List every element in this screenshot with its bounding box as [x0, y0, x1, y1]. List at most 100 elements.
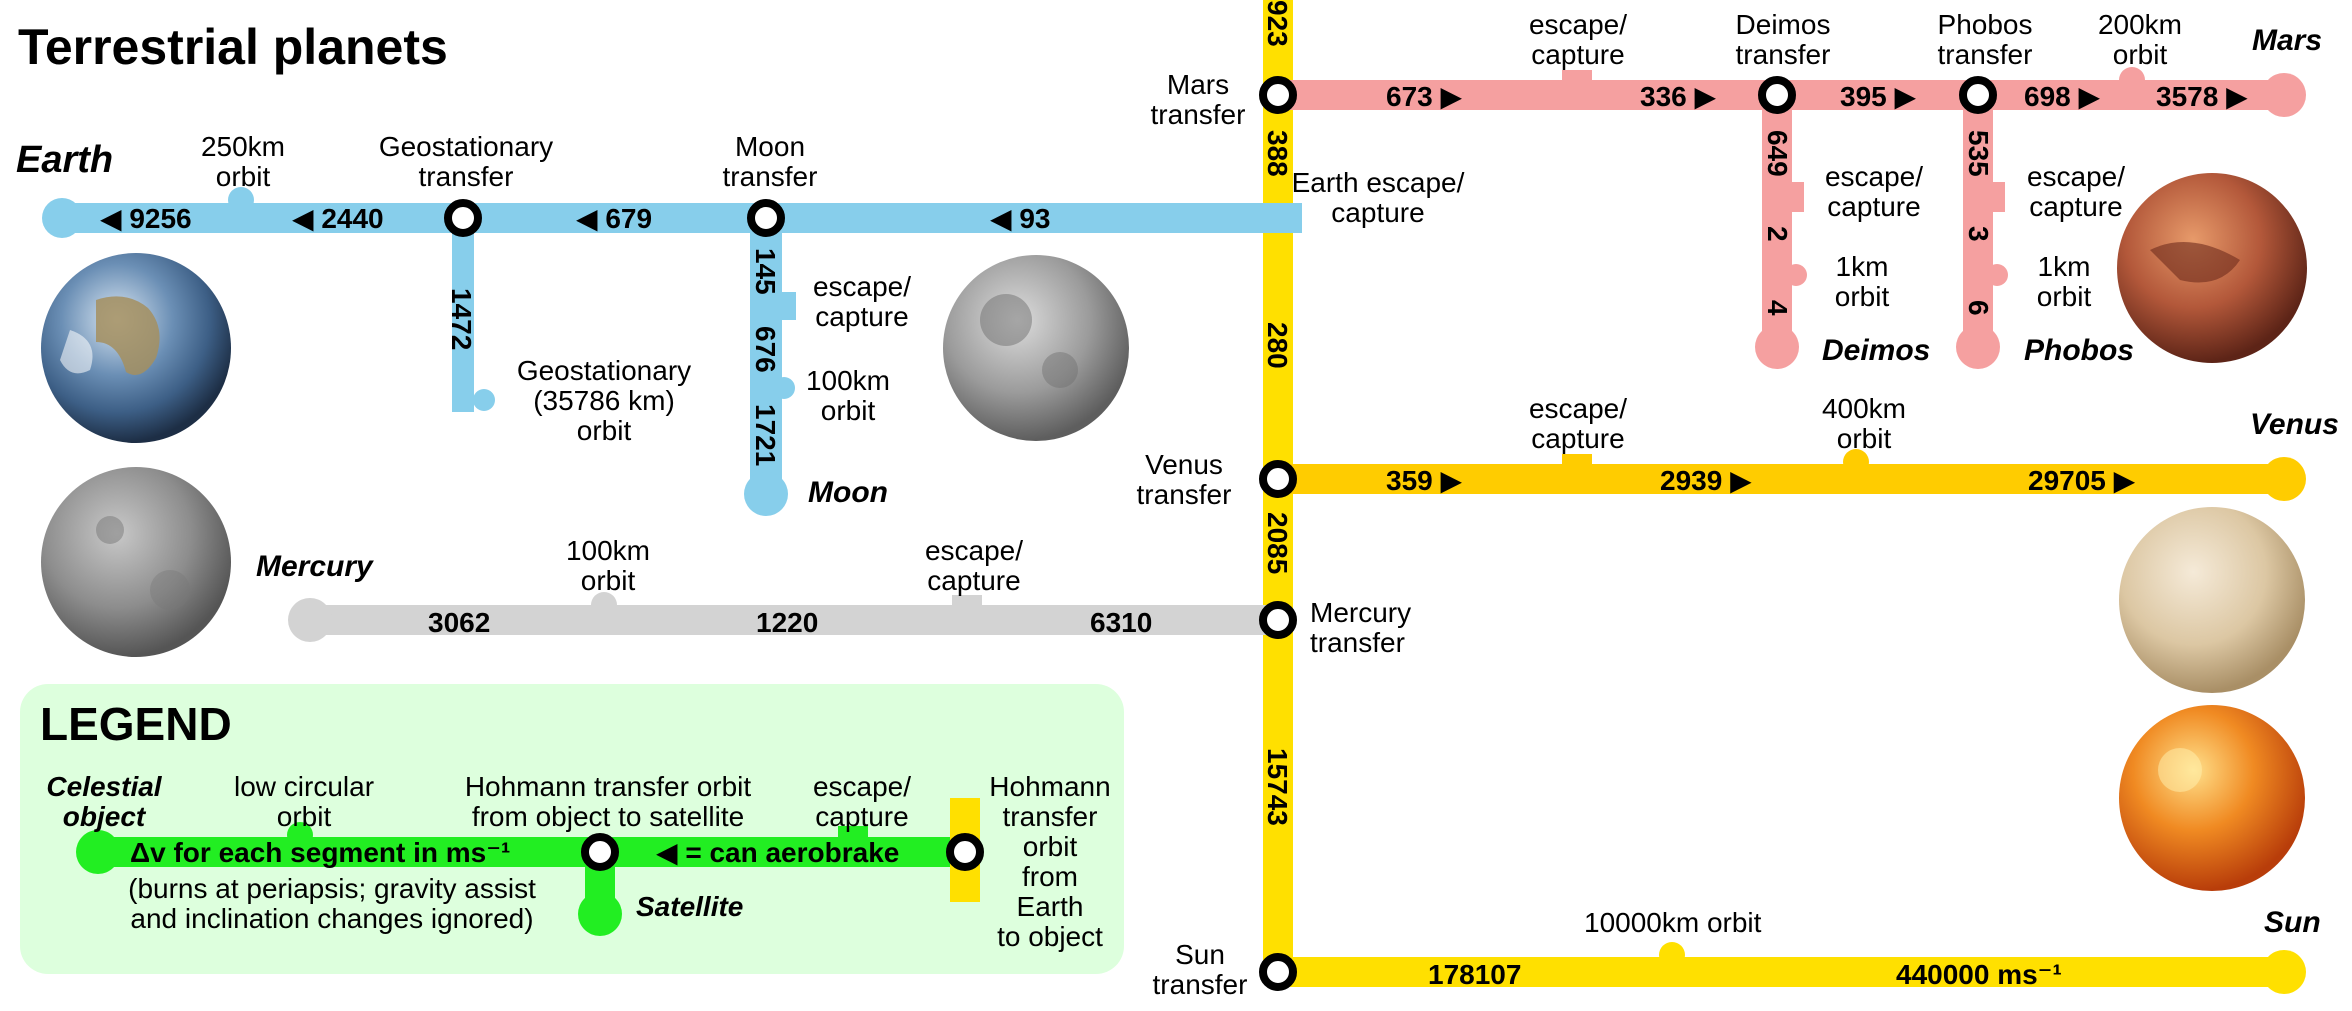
venus-escape-tick — [1562, 454, 1592, 468]
sun-10000-orbit-label: 10000km orbit — [1584, 907, 1762, 938]
mercury-delta-1220: 1220 — [756, 607, 818, 638]
mercury-endpoint — [288, 598, 332, 642]
mars-transfer-label: Mars transfer — [1151, 69, 1246, 130]
deimos-orbit-bump — [1785, 264, 1807, 286]
phobos-orbit-bump — [1986, 264, 2008, 286]
earth-escape-label: Earth escape/capture — [1292, 167, 1465, 228]
sun-10000-orbit-bump — [1659, 942, 1685, 968]
venus-400-orbit-label: 400km orbit — [1822, 393, 1906, 454]
moon-transfer-node — [751, 203, 781, 233]
geo-transfer-node — [448, 203, 478, 233]
mars-image — [2117, 173, 2307, 363]
deimos-delta-4: 4 — [1762, 300, 1793, 316]
legend-satellite-transfer-node — [585, 837, 615, 867]
mercury-100-orbit-label: 100km orbit — [566, 535, 650, 596]
sun-name: Sun — [2264, 906, 2321, 939]
sun-delta-440000: 440000 ms⁻¹ — [1896, 959, 2062, 990]
mercury-image — [41, 467, 231, 657]
mars-endpoint — [2262, 73, 2306, 117]
legend-dv-label: Δv for each segment in ms⁻¹ — [130, 837, 510, 868]
phobos-transfer-node — [1963, 80, 1993, 110]
deimos-name: Deimos — [1822, 334, 1930, 367]
deimos-endpoint — [1755, 325, 1799, 369]
moon-transfer-label: Moon transfer — [723, 131, 818, 192]
deimos-escape-label: escape/capture — [1825, 161, 1923, 222]
legend-satellite-label: Satellite — [636, 891, 743, 922]
phobos-delta-6: 6 — [1963, 300, 1994, 316]
geo-transfer-label: Geostationary transfer — [379, 131, 553, 192]
moon-image — [943, 255, 1129, 441]
geo-orbit-bump — [473, 389, 495, 411]
mars-delta-698: 698 ▶ — [2024, 81, 2100, 112]
phobos-endpoint — [1956, 325, 2000, 369]
venus-transfer-node — [1263, 464, 1293, 494]
venus-delta-29705: 29705 ▶ — [2028, 465, 2136, 496]
legend-escape-label: escape/capture — [813, 771, 911, 832]
mars-200-orbit-label: 200km orbit — [2098, 9, 2182, 70]
moon-orbit-bump — [773, 377, 795, 399]
sun-delta-2085: 2085 — [1262, 512, 1293, 574]
mercury-escape-label: escape/capture — [925, 535, 1023, 596]
sun-endpoint — [2262, 950, 2306, 994]
phobos-escape-label: escape/capture — [2027, 161, 2125, 222]
legend-title: LEGEND — [40, 698, 232, 750]
legend-aerobrake-label: ◀ = can aerobrake — [656, 837, 899, 868]
mercury-delta-6310: 6310 — [1090, 607, 1152, 638]
mercury-transfer-label: Mercury transfer — [1310, 597, 1411, 658]
moon-endpoint — [744, 472, 788, 516]
deimos-delta-2: 2 — [1762, 226, 1793, 242]
venus-endpoint — [2262, 457, 2306, 501]
sun-delta-15743: 15743 — [1262, 748, 1293, 826]
venus-escape-label: escape/capture — [1529, 393, 1627, 454]
earth-name: Earth — [16, 139, 113, 181]
moon-orbit-label: 100km orbit — [806, 365, 890, 426]
mercury-name: Mercury — [256, 550, 374, 583]
earth-delta-93: ◀ 93 — [990, 203, 1050, 234]
mars-escape-label: escape/capture — [1529, 9, 1627, 70]
venus-name: Venus — [2250, 408, 2339, 441]
earth-endpoint — [42, 198, 82, 238]
geo-delta-1472: 1472 — [446, 288, 477, 350]
mars-delta-336: 336 ▶ — [1640, 81, 1716, 112]
mars-200-orbit-bump — [2119, 67, 2145, 93]
sun-transfer-node — [1263, 957, 1293, 987]
earth-250-orbit-label: 250km orbit — [201, 131, 285, 192]
venus-image — [2119, 507, 2305, 693]
earth-delta-9256: ◀ 9256 — [100, 203, 192, 234]
mercury-transfer-node — [1263, 605, 1293, 635]
phobos-delta-535: 535 — [1963, 130, 1994, 177]
mars-transfer-node — [1263, 80, 1293, 110]
moon-delta-145: 145 — [750, 248, 781, 295]
mercury-delta-3062: 3062 — [428, 607, 490, 638]
deimos-transfer-label: Deimos transfer — [1736, 9, 1831, 70]
earth-delta-2440: ◀ 2440 — [292, 203, 384, 234]
legend-celestial-endpoint — [76, 830, 120, 874]
phobos-delta-3: 3 — [1963, 226, 1994, 242]
sun-image — [2119, 705, 2305, 891]
venus-transfer-label: Venus transfer — [1137, 449, 1232, 510]
mercury-escape-tick — [952, 595, 982, 609]
earth-delta-679: ◀ 679 — [576, 203, 652, 234]
mars-escape-tick — [1562, 70, 1592, 84]
venus-delta-2939: 2939 ▶ — [1660, 465, 1752, 496]
mars-delta-395: 395 ▶ — [1840, 81, 1916, 112]
geo-orbit-label: Geostationary (35786 km) orbit — [517, 355, 691, 446]
phobos-orbit-label: 1km orbit — [2037, 251, 2092, 312]
mars-delta-3578: 3578 ▶ — [2156, 81, 2248, 112]
venus-delta-359: 359 ▶ — [1386, 465, 1462, 496]
moon-delta-676: 676 — [750, 326, 781, 373]
phobos-escape-tick — [1991, 182, 2005, 212]
mars-delta-673: 673 ▶ — [1386, 81, 1462, 112]
moon-escape-tick — [780, 292, 796, 320]
legend-note: (burns at periapsis; gravity assist and i… — [128, 873, 536, 934]
sun-delta-923: 923 — [1262, 0, 1293, 47]
page-title: Terrestrial planets — [18, 19, 448, 75]
legend-hohmann-sat-label: Hohmann transfer orbit from object to sat… — [465, 771, 752, 832]
sun-transfer-label: Sun transfer — [1153, 939, 1248, 1000]
deimos-escape-tick — [1790, 182, 1804, 212]
mars-name: Mars — [2252, 24, 2322, 57]
phobos-transfer-label: Phobos transfer — [1938, 9, 2033, 70]
deimos-delta-649: 649 — [1762, 130, 1793, 177]
deimos-transfer-node — [1762, 80, 1792, 110]
